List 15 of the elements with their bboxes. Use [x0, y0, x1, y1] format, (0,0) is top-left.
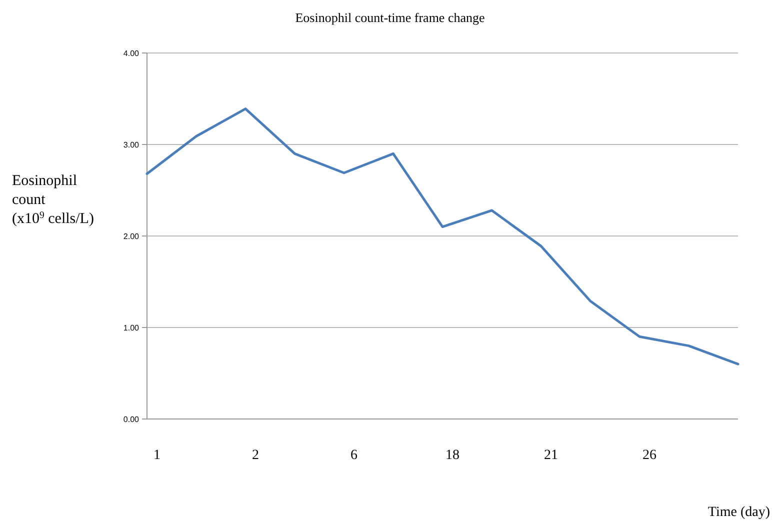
- x-tick-label: 26: [642, 448, 656, 463]
- chart-title: Eosinophil count-time frame change: [295, 10, 485, 25]
- x-tick-label: 1: [154, 448, 160, 463]
- x-tick-label: 21: [544, 448, 558, 463]
- y-tick-label: 3.00: [123, 140, 140, 150]
- line-series: [146, 108, 740, 366]
- y-tick-label: 2.00: [123, 232, 140, 241]
- y-tick-label: 4.00: [123, 48, 140, 58]
- x-tick-label: 2: [252, 448, 259, 463]
- y-tick-label: 0.00: [123, 414, 140, 424]
- x-tick-label: 6: [350, 448, 358, 463]
- x-tick-label: 18: [446, 448, 460, 463]
- x-axis-title: Time (day): [708, 505, 770, 520]
- y-axis-title: Eosinophil count (x10$^{9}$ cells/L): [12, 173, 94, 227]
- y-tick-label: 1.00: [123, 323, 140, 332]
